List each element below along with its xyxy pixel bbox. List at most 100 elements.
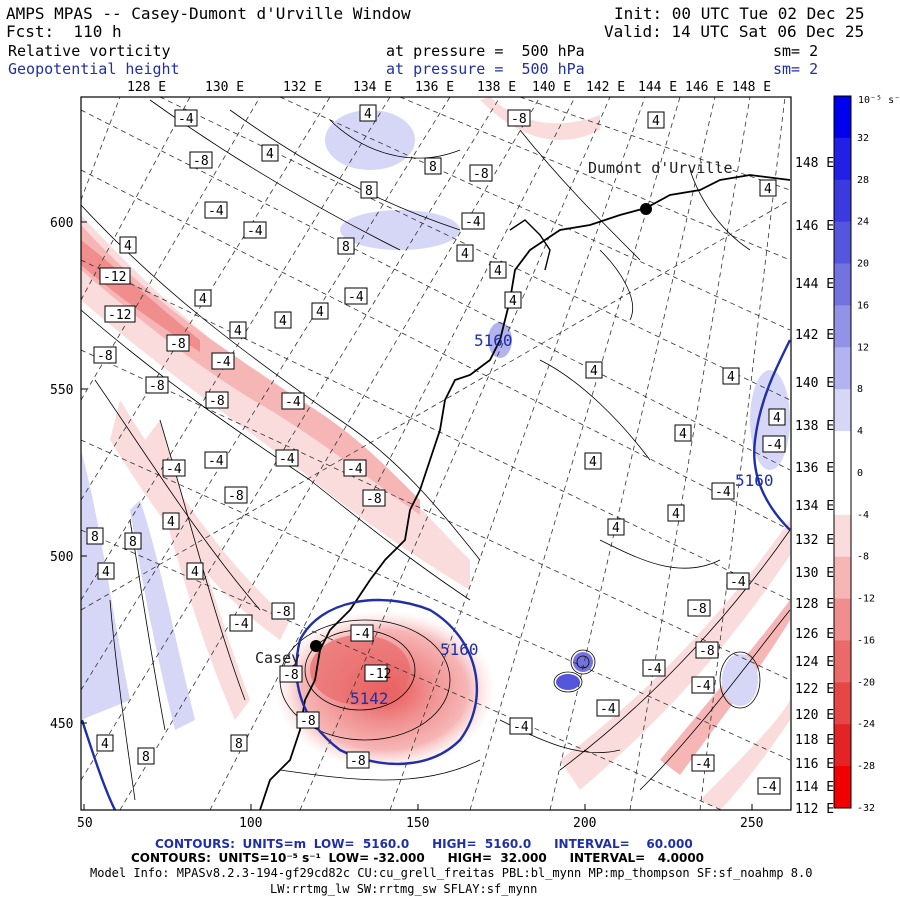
vort-label: -4 <box>348 290 364 305</box>
y-axis-ticks: 600 550 500 450 <box>50 216 87 732</box>
vort-label: 4 <box>199 292 207 307</box>
colorbar-cell <box>834 514 851 558</box>
lon-label: 118 E <box>795 733 834 748</box>
lon-label: 140 E <box>795 376 834 391</box>
height-label: 5142 <box>350 689 389 708</box>
colorbar-label: 12 <box>857 342 869 353</box>
colorbar-label: -24 <box>857 719 875 730</box>
vort-label: 4 <box>461 247 469 262</box>
init-time: Init: 00 UTC Tue 02 Dec 25 <box>614 4 865 23</box>
colorbar-label: 32 <box>857 133 869 144</box>
colorbar-cell <box>834 263 851 306</box>
colorbar-label: -8 <box>857 552 869 563</box>
lon-label: 142 E <box>586 80 625 95</box>
x-tick-label: 100 <box>239 816 262 831</box>
colorbar-cell <box>834 766 851 809</box>
vorticity-shading <box>81 97 790 810</box>
lon-label: 146 E <box>795 219 834 234</box>
contour-head: CONTOURS: <box>131 851 211 865</box>
colorbar-label: 28 <box>857 175 869 186</box>
contour-low: LOW= 5160.0 <box>313 837 410 851</box>
lon-label: 114 E <box>795 780 834 795</box>
lon-label: 144 E <box>638 80 677 95</box>
vort-label: 8 <box>342 240 350 255</box>
vorticity-contour-info: CONTOURS: UNITS=10⁻⁵ s⁻¹ LOW= -32.000 HI… <box>131 851 704 865</box>
colorbar-label: -16 <box>857 635 875 646</box>
colorbar-label: 0 <box>857 468 863 479</box>
vort-label: 4 <box>652 114 660 129</box>
lon-label: 136 E <box>415 80 454 95</box>
colorbar-label: 24 <box>857 217 869 228</box>
vort-label: -4 <box>354 627 370 642</box>
vort-label: -4 <box>178 112 194 127</box>
vort-label: -8 <box>193 154 209 169</box>
map-frame <box>80 96 792 811</box>
coastline <box>259 174 791 810</box>
colorbar-label: 4 <box>857 426 863 437</box>
top-lon-labels: 128 E 130 E 132 E 134 E 136 E 138 E 140 … <box>127 80 771 95</box>
x-tick-label: 250 <box>740 816 763 831</box>
vort-label: 4 <box>102 565 110 580</box>
vort-label: 4 <box>364 107 372 122</box>
lon-label: 138 E <box>795 419 834 434</box>
vort-label: -4 <box>646 662 662 677</box>
contour-interval: INTERVAL= 4.0000 <box>569 851 705 865</box>
lon-label: 146 E <box>685 80 724 95</box>
vort-label: -4 <box>208 204 224 219</box>
lon-label: 126 E <box>795 627 834 642</box>
vort-label: 4 <box>509 294 517 309</box>
y-tick-label: 600 <box>50 216 73 231</box>
lon-label: 140 E <box>532 80 571 95</box>
vort-label: 8 <box>142 750 150 765</box>
field1-smoothing: sm= 2 <box>773 42 819 60</box>
colorbar-label: -28 <box>857 761 875 772</box>
casey-label: Casey <box>255 649 300 667</box>
y-tick-label: 550 <box>50 383 73 398</box>
vort-label: 4 <box>316 305 324 320</box>
vort-label: 4 <box>266 147 274 162</box>
colorbar-label: -4 <box>857 510 869 521</box>
vort-label: -4 <box>166 462 182 477</box>
colorbar-cell <box>834 640 851 683</box>
contour-high: HIGH= 32.000 <box>447 851 547 865</box>
vort-label: -8 <box>97 349 113 364</box>
colorbar-cell <box>834 221 851 265</box>
dumont-durville-label: Dumont d'Urville <box>588 159 733 177</box>
colorbar-cell <box>834 472 851 516</box>
colorbar-cell <box>834 347 851 390</box>
colorbar-cell <box>834 598 851 641</box>
colorbar-cell <box>834 137 851 181</box>
vort-label: 4 <box>279 314 287 329</box>
lon-label: 138 E <box>477 80 516 95</box>
field2-name: Geopotential height <box>8 60 180 78</box>
vort-label: -8 <box>209 394 225 409</box>
vort-label: -8 <box>350 754 366 769</box>
lon-label: 116 E <box>795 757 834 772</box>
colorbar-label: 16 <box>857 300 869 311</box>
vort-label: -8 <box>473 167 489 182</box>
vort-label: -4 <box>600 702 616 717</box>
vort-label: -4 <box>513 720 529 735</box>
lon-label: 122 E <box>795 682 834 697</box>
x-tick-label: 200 <box>573 816 596 831</box>
model-info-2: LW:rrtmg_lw SW:rrtmg_sw SFLAY:sf_mynn <box>270 882 538 896</box>
casey-marker <box>310 640 322 652</box>
vort-label: 8 <box>235 737 243 752</box>
colorbar-label: -32 <box>857 803 875 814</box>
field2-level: at pressure = 500 hPa <box>386 60 585 78</box>
field2-smoothing: sm= 2 <box>773 60 819 78</box>
vort-label: 4 <box>167 515 175 530</box>
contour-head: CONTOURS: <box>155 837 235 851</box>
lon-label: 134 E <box>795 499 834 514</box>
y-tick-label: 450 <box>50 717 73 732</box>
colorbar-label: -20 <box>857 677 875 688</box>
field1-name: Relative vorticity <box>8 42 171 60</box>
vort-label: 8 <box>91 530 99 545</box>
colorbar-cell <box>834 179 851 223</box>
vort-label: -8 <box>699 644 715 659</box>
contour-high: HIGH= 5160.0 <box>432 837 532 851</box>
colorbar-label: 20 <box>857 259 869 270</box>
map-field: 5160 5160 5160 5142 -4 -8 -4 -4 4 4 8 8 … <box>81 97 791 810</box>
lon-label: 112 E <box>795 802 834 817</box>
colorbar-cell <box>834 96 851 139</box>
